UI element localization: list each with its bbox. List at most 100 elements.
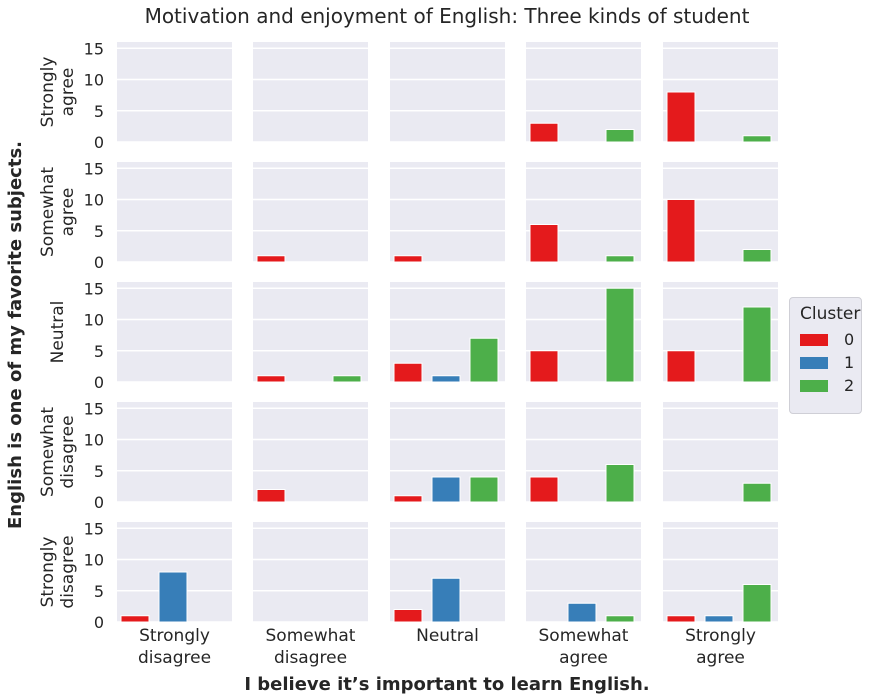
bar (529, 350, 559, 383)
bar (393, 495, 423, 503)
y-tick-label: 10 (84, 311, 104, 330)
legend-label: 2 (844, 376, 855, 395)
facet-panel (663, 42, 778, 143)
legend-swatch (800, 357, 828, 369)
row-label-line: disagree (58, 535, 78, 608)
y-tick-label: 5 (94, 102, 104, 121)
facet-panel (117, 42, 232, 143)
facet-panel (253, 402, 368, 503)
y-tick-label: 5 (94, 582, 104, 601)
facet-panel (253, 282, 368, 383)
chart-title: Motivation and enjoyment of English: Thr… (145, 4, 750, 28)
y-tick-label: 10 (84, 431, 104, 450)
panel-background (253, 162, 368, 262)
legend-item: 2 (800, 376, 860, 396)
bar (742, 249, 772, 263)
y-tick-label: 15 (84, 279, 104, 298)
panel-background (390, 162, 505, 262)
facet-panel (390, 522, 505, 623)
row-label-line: Strongly (38, 57, 58, 128)
row-label-line: Strongly (38, 537, 58, 608)
y-tick-label: 0 (94, 133, 104, 152)
column-label-line: Strongly (685, 626, 756, 646)
column-label-line: Strongly (139, 626, 210, 646)
facet-panel (663, 402, 778, 503)
bar (666, 350, 696, 383)
bar (529, 224, 559, 263)
panel-background (390, 42, 505, 142)
y-axis-label: English is one of my favorite subjects. (5, 141, 26, 529)
bar (529, 122, 559, 143)
facet-panel (663, 522, 778, 623)
y-tick-label: 5 (94, 342, 104, 361)
bar (605, 129, 635, 143)
legend-label: 0 (844, 330, 855, 349)
row-label-line: disagree (58, 415, 78, 488)
facet-panel (117, 522, 232, 623)
row-label: Stronglydisagree (38, 535, 78, 608)
panel-background (253, 402, 368, 502)
legend-label: 1 (844, 353, 855, 372)
row-label: Somewhatdisagree (38, 407, 78, 497)
bar (666, 199, 696, 263)
facet-panel (390, 42, 505, 143)
bar (742, 584, 772, 623)
facet-panel (253, 42, 368, 143)
y-tick-label: 0 (94, 613, 104, 632)
facet-panel (526, 522, 641, 623)
bar (742, 306, 772, 383)
facet-panel (117, 162, 232, 263)
column-label-line: Neutral (416, 626, 479, 646)
bar (431, 476, 461, 503)
bar (666, 615, 696, 623)
column-label-line: agree (696, 648, 745, 668)
row-label-line: agree (58, 188, 78, 237)
legend: Cluster 0 1 2 (789, 297, 862, 414)
column-label-line: disagree (274, 648, 347, 668)
column-label: Neutral (416, 626, 479, 646)
column-label-line: Somewhat (266, 626, 356, 646)
column-label-line: agree (559, 648, 608, 668)
bar (666, 91, 696, 143)
legend-item: 0 (800, 330, 860, 350)
bar (256, 489, 286, 503)
panel-background (253, 522, 368, 622)
bar (567, 602, 597, 623)
bar (393, 255, 423, 263)
facet-panel (253, 522, 368, 623)
y-tick-label: 15 (84, 159, 104, 178)
y-tick-label: 15 (84, 519, 104, 538)
x-axis-label: I believe it’s important to learn Englis… (244, 674, 649, 695)
y-tick-label: 10 (84, 191, 104, 210)
legend-title: Cluster (800, 304, 861, 324)
column-label: Somewhat disagree (266, 626, 356, 668)
bar (605, 615, 635, 623)
row-label: Somewhatagree (38, 167, 78, 257)
panel-background (117, 402, 232, 502)
bar (742, 135, 772, 143)
facet-panel (526, 402, 641, 503)
y-tick-label: 0 (94, 493, 104, 512)
panel-background (253, 42, 368, 142)
facet-panel (390, 402, 505, 503)
y-tick-label: 0 (94, 253, 104, 272)
y-tick-label: 0 (94, 373, 104, 392)
facet-grid: 051015Stronglyagree051015Somewhatagree05… (38, 39, 778, 668)
facet-panel (663, 162, 778, 263)
bar (431, 577, 461, 623)
y-tick-label: 10 (84, 71, 104, 90)
row-label: Stronglyagree (38, 57, 78, 128)
bar (431, 375, 461, 383)
row-label-line: Somewhat (38, 167, 58, 257)
bar (158, 571, 188, 623)
column-label: Strongly agree (685, 626, 756, 668)
facet-panel (526, 282, 641, 383)
y-tick-label: 15 (84, 399, 104, 418)
facet-panel (117, 282, 232, 383)
column-label: Somewhat agree (539, 626, 629, 668)
y-tick-label: 5 (94, 222, 104, 241)
facet-panel (526, 42, 641, 143)
panel-background (117, 282, 232, 382)
bar (529, 476, 559, 503)
facet-panel (526, 162, 641, 263)
